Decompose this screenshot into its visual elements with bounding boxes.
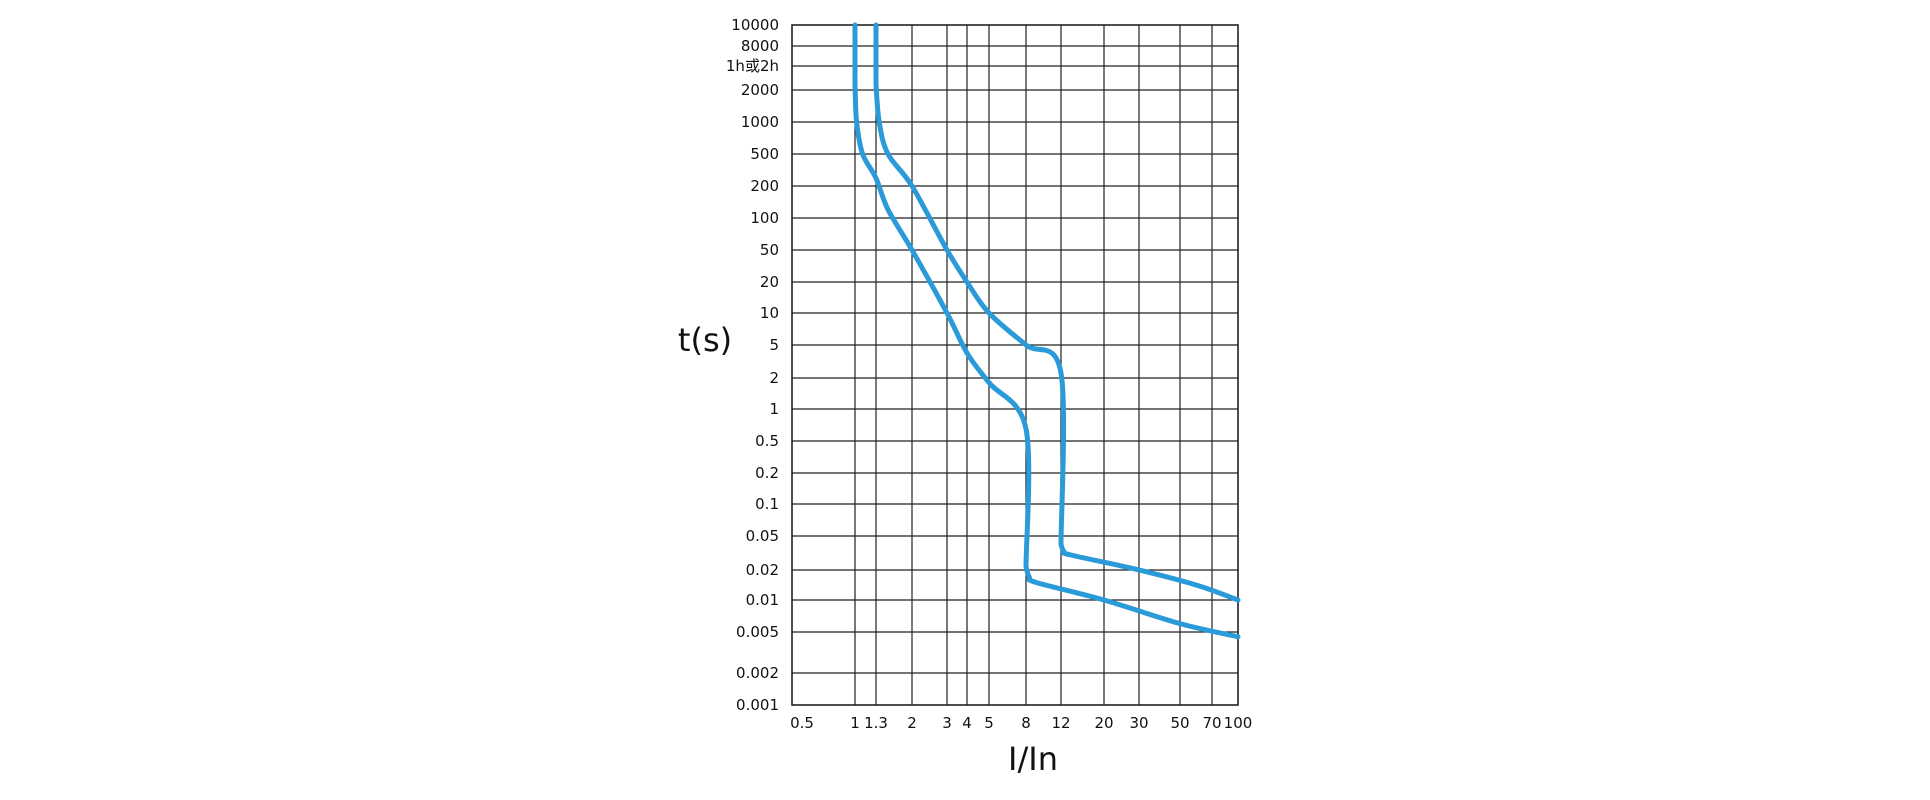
curves: [852, 22, 1241, 640]
y-tick-labels: 10000 8000 1h或2h 2000 1000 500 200 100 50 20 10 5 2 1…: [726, 16, 779, 714]
x-axis-title: I/In: [1008, 740, 1058, 778]
y-tick-label: 100: [750, 209, 779, 227]
y-axis-title: t(s): [678, 321, 732, 359]
x-tick-label: 30: [1129, 714, 1148, 732]
y-tick-label: 10: [760, 304, 779, 322]
x-tick-label: 1.3: [864, 714, 888, 732]
plot-frame: [791, 24, 1239, 706]
y-tick-label: 200: [750, 177, 779, 195]
y-tick-label: 5: [769, 336, 779, 354]
tripping-curve-1: [852, 22, 1241, 640]
y-tick-label: 0.1: [755, 495, 779, 513]
x-tick-label: 4: [962, 714, 972, 732]
y-tick-label: 0.002: [736, 664, 779, 682]
y-tick-label: 2: [769, 369, 779, 387]
x-tick-label: 2: [907, 714, 917, 732]
y-tick-label: 8000: [741, 37, 779, 55]
x-tick-labels: 0.5 1 1.3 2 3 4 5 8 12 20 30 50 70 100: [790, 714, 1252, 732]
x-tick-label: 3: [942, 714, 952, 732]
y-tick-label: 0.001: [736, 696, 779, 714]
y-tick-label: 500: [750, 145, 779, 163]
y-tick-label: 0.02: [746, 561, 779, 579]
y-tick-label: 0.2: [755, 464, 779, 482]
y-tick-label: 20: [760, 273, 779, 291]
x-tick-label: 12: [1051, 714, 1070, 732]
x-tick-label: 0.5: [790, 714, 814, 732]
y-tick-label: 0.01: [746, 591, 779, 609]
y-tick-label: 1h或2h: [726, 57, 779, 75]
x-tick-label: 5: [984, 714, 994, 732]
tripping-curve-2: [873, 22, 1241, 603]
x-tick-label: 50: [1170, 714, 1189, 732]
y-tick-label: 0.005: [736, 623, 779, 641]
y-tick-label: 50: [760, 241, 779, 259]
x-tick-label: 8: [1021, 714, 1031, 732]
y-tick-label: 1: [769, 400, 779, 418]
y-tick-label: 0.05: [746, 527, 779, 545]
y-tick-label: 10000: [731, 16, 779, 34]
x-tick-label: 1: [850, 714, 860, 732]
y-tick-label: 1000: [741, 113, 779, 131]
x-tick-label: 100: [1224, 714, 1253, 732]
x-tick-label: 20: [1094, 714, 1113, 732]
y-tick-label: 0.5: [755, 432, 779, 450]
y-tick-label: 2000: [741, 81, 779, 99]
x-tick-label: 70: [1202, 714, 1221, 732]
